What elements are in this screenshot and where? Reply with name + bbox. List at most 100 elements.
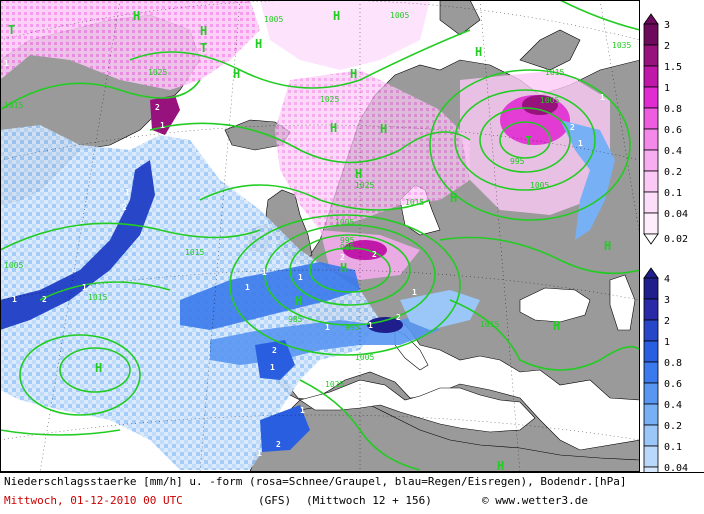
isobar-value: 1015 bbox=[405, 198, 424, 207]
high-label: H bbox=[340, 261, 347, 275]
snow-legend-label: 0.1 bbox=[664, 188, 682, 199]
map-svg: H H H H H H H H H H H H H H H H H T T T … bbox=[0, 0, 681, 473]
snow-area-arctic bbox=[260, 0, 430, 70]
snow-legend-swatch bbox=[643, 212, 659, 235]
snow-legend: 3 2 1.5 1 0.8 0.6 0.4 0.2 0.1 0.04 0.02 bbox=[643, 13, 688, 245]
isobar bbox=[0, 429, 121, 436]
sea-mediterranean bbox=[299, 379, 536, 433]
rain-legend-swatch bbox=[643, 403, 659, 426]
snow-legend-swatch bbox=[643, 233, 659, 245]
precip-value: 1 bbox=[600, 93, 605, 102]
snow-legend-swatch bbox=[643, 23, 659, 46]
snow-strip-greenland bbox=[150, 95, 180, 135]
high-label: H bbox=[475, 45, 482, 59]
caption-model: (GFS) bbox=[258, 494, 292, 507]
rain-legend-label: 0.4 bbox=[664, 400, 682, 411]
caption-date: Mittwoch, 01-12-2010 00 UTC bbox=[4, 494, 183, 507]
isobar-low-germany bbox=[309, 247, 391, 293]
high-label: H bbox=[604, 239, 611, 253]
rain-legend-swatch bbox=[643, 445, 659, 468]
precip-value: 1 bbox=[298, 273, 303, 282]
high-label: H bbox=[380, 122, 387, 136]
precip-value: 1 bbox=[412, 288, 417, 297]
precip-value: 2 bbox=[276, 440, 281, 449]
isobar-value: 1005 bbox=[4, 261, 23, 270]
isobar bbox=[439, 236, 641, 275]
snow-area-scandinavia bbox=[275, 70, 470, 230]
rain-legend-swatch bbox=[643, 382, 659, 405]
snow-legend-label: 3 bbox=[664, 20, 670, 31]
precip-value: 1 bbox=[325, 323, 330, 332]
isobar-value: 1015 bbox=[545, 68, 564, 77]
low-label: T bbox=[525, 134, 532, 148]
snow-legend-swatch bbox=[643, 65, 659, 88]
low-label: T bbox=[200, 41, 207, 55]
high-label: H bbox=[255, 37, 262, 51]
high-label: H bbox=[450, 191, 457, 205]
snow-precip-areas bbox=[0, 0, 610, 280]
rain-band-morocco bbox=[260, 405, 310, 452]
high-label: H bbox=[553, 319, 560, 333]
sea-caspian bbox=[609, 274, 636, 331]
snow-legend-label: 1 bbox=[664, 83, 670, 94]
isobar-value: 1005 bbox=[335, 218, 354, 227]
isobar-low-russia bbox=[499, 121, 551, 159]
isobar bbox=[199, 184, 431, 211]
isobar-low-germany-4 bbox=[229, 214, 461, 356]
high-label: H bbox=[295, 294, 302, 308]
caption-title: Niederschlagsstaerke [mm/h] u. -form (ro… bbox=[4, 475, 627, 488]
high-label: H bbox=[355, 167, 362, 181]
isobar-value: 1005 bbox=[390, 11, 409, 20]
high-label: H bbox=[233, 67, 240, 81]
snow-legend-label: 0.6 bbox=[664, 125, 682, 136]
snow-legend-label: 0.4 bbox=[664, 146, 682, 157]
snow-legend-swatch bbox=[643, 128, 659, 151]
legend-svg: 3 2 1.5 1 0.8 0.6 0.4 0.2 0.1 0.04 0.02 4 3 2 1 0.8 0.6… bbox=[643, 13, 688, 499]
isobar bbox=[39, 281, 171, 301]
rain-band-russia-east bbox=[560, 120, 615, 240]
precip-value: 1 bbox=[270, 363, 275, 372]
isobar-low-russia-2 bbox=[479, 107, 571, 173]
precip-value: 2 bbox=[42, 295, 47, 304]
rain-legend-top-arrow bbox=[643, 267, 659, 279]
isobar bbox=[449, 299, 641, 371]
precip-value: 1 bbox=[257, 449, 262, 458]
isobar-value: 1025 bbox=[148, 68, 167, 77]
precip-value: 1 bbox=[82, 283, 87, 292]
high-label: H bbox=[350, 67, 357, 81]
rain-band-central bbox=[180, 262, 360, 330]
high-label: H bbox=[497, 459, 504, 472]
isobar-value: 995 bbox=[345, 323, 360, 332]
inland-seas bbox=[299, 104, 636, 433]
rain-legend-label: 2 bbox=[664, 316, 670, 327]
rain-legend-swatch bbox=[643, 298, 659, 321]
precip-value: 1 bbox=[12, 295, 17, 304]
precip-value: 2 bbox=[122, 203, 127, 212]
isobar-values: 1005 1035 1025 1005 1025 1015 1015 1005 … bbox=[4, 11, 631, 389]
high-label: H bbox=[133, 9, 140, 23]
isobar bbox=[299, 379, 421, 471]
weather-map: H H H H H H H H H H H H H H H H H T T T … bbox=[0, 0, 681, 473]
caption-copyright[interactable]: © www.wetter3.de bbox=[482, 494, 588, 507]
snow-legend-swatch bbox=[643, 86, 659, 109]
rain-legend-swatch bbox=[643, 361, 659, 384]
precip-value: 1 bbox=[160, 121, 165, 130]
snow-legend-label: 1.5 bbox=[664, 62, 682, 73]
rain-legend-label: 1 bbox=[664, 337, 670, 348]
isobars bbox=[0, 0, 641, 471]
isobar-value: 1025 bbox=[325, 380, 344, 389]
rain-band-balkans bbox=[400, 290, 480, 330]
precip-value: 1 bbox=[300, 406, 305, 415]
precip-value: 2 bbox=[396, 313, 401, 322]
isobar-value: 1025 bbox=[320, 95, 339, 104]
snow-legend-top-arrow bbox=[643, 13, 659, 25]
isobar-value: 1035 bbox=[612, 41, 631, 50]
high-label: H bbox=[333, 9, 340, 23]
snow-legend-swatch bbox=[643, 149, 659, 172]
snow-legend-swatch bbox=[643, 44, 659, 67]
snow-legend-label: 2 bbox=[664, 41, 670, 52]
isobar-value: 1015 bbox=[480, 320, 499, 329]
rain-legend-label: 0.04 bbox=[664, 463, 688, 472]
precip-value: 2 bbox=[570, 123, 575, 132]
